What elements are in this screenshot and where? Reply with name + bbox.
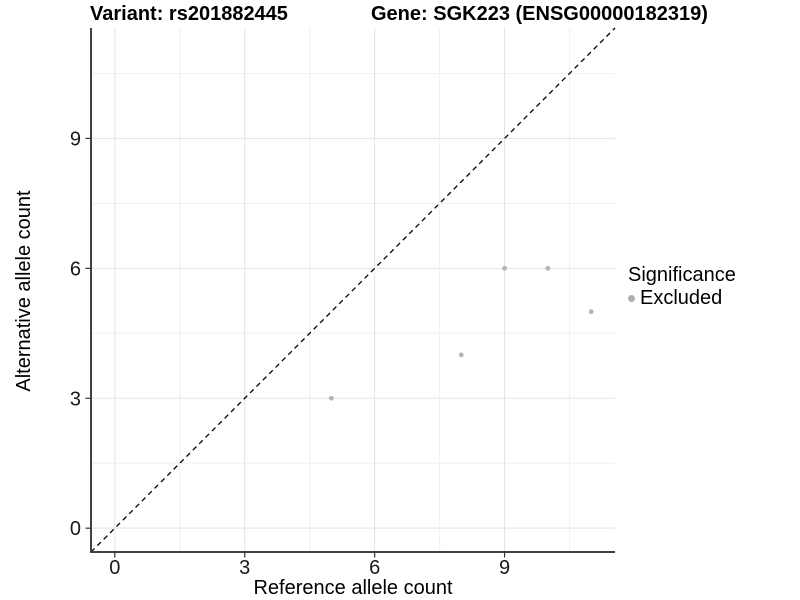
data-point bbox=[545, 265, 551, 271]
legend: Significance Excluded bbox=[628, 264, 736, 310]
x-tick-label: 6 bbox=[369, 557, 380, 579]
x-tick-label: 9 bbox=[499, 557, 510, 579]
x-axis-title: Reference allele count bbox=[253, 577, 453, 599]
plot-title-gene: Gene: SGK223 (ENSG00000182319) bbox=[371, 3, 708, 25]
legend-title: Significance bbox=[628, 264, 736, 286]
legend-point-icon bbox=[628, 295, 635, 302]
x-tick-label: 3 bbox=[239, 557, 250, 579]
data-point bbox=[328, 395, 334, 401]
data-point bbox=[588, 309, 594, 315]
y-axis-title: Alternative allele count bbox=[13, 190, 35, 392]
data-point bbox=[502, 265, 507, 271]
y-tick-label: 9 bbox=[70, 128, 81, 150]
data-point bbox=[458, 352, 464, 358]
legend-item-label: Excluded bbox=[640, 287, 723, 309]
legend-item-excluded: Excluded bbox=[628, 287, 736, 310]
y-tick-label: 3 bbox=[70, 388, 81, 410]
plot-title-variant: Variant: rs201882445 bbox=[90, 3, 288, 25]
y-tick-label: 6 bbox=[70, 258, 81, 280]
y-tick-label: 0 bbox=[70, 518, 81, 540]
identity-line bbox=[90, 27, 616, 553]
x-tick-label: 0 bbox=[109, 557, 120, 579]
